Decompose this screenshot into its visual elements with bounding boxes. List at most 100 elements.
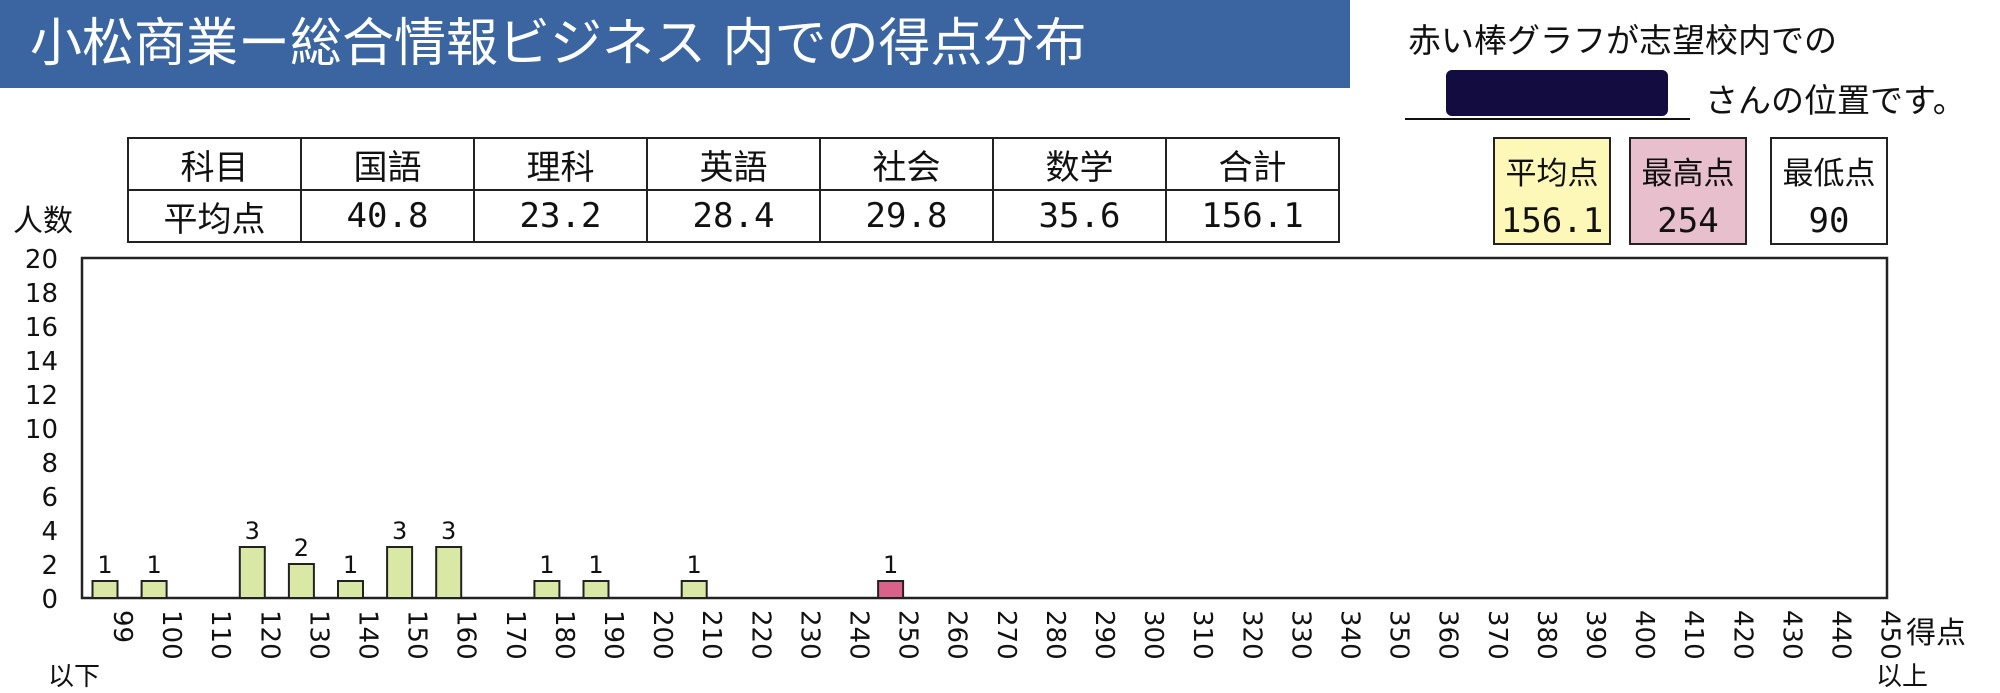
max-score-box: 最高点 254 xyxy=(1629,137,1747,245)
table-header-cell: 理科 xyxy=(473,137,648,191)
x-tick-label: 300 xyxy=(1138,610,1168,660)
bar-value-label: 1 xyxy=(539,551,554,579)
x-tick-label: 250 xyxy=(893,610,923,660)
x-tick-label: 430 xyxy=(1776,610,1806,660)
subject-average-table: 科目 国語 理科 英語 社会 数学 合計 平均点 40.8 23.2 28.4 … xyxy=(127,137,1340,243)
x-min-note: 以下 xyxy=(48,662,101,692)
page-title: 小松商業ー総合情報ビジネス 内での得点分布 xyxy=(0,0,1350,88)
y-axis-label: 人数 xyxy=(13,204,73,239)
x-tick-label: 200 xyxy=(647,610,677,660)
bar-value-label: 1 xyxy=(146,551,161,579)
x-tick-label: 260 xyxy=(942,610,972,660)
table-cell: 40.8 xyxy=(300,189,475,243)
bar-value-label: 1 xyxy=(97,551,112,579)
x-tick-label: 350 xyxy=(1384,610,1414,660)
table-cell: 35.6 xyxy=(992,189,1167,243)
x-tick-label: 360 xyxy=(1433,610,1463,660)
min-score-box: 最低点 90 xyxy=(1770,137,1888,245)
bar-value-label: 1 xyxy=(687,551,702,579)
x-tick-label: 220 xyxy=(745,610,775,660)
y-tick-label: 14 xyxy=(25,347,58,377)
bar xyxy=(238,546,266,599)
bar-value-label: 2 xyxy=(294,534,309,562)
bar-value-label: 1 xyxy=(588,551,603,579)
average-score-value: 156.1 xyxy=(1500,201,1604,241)
x-tick-label: 380 xyxy=(1531,610,1561,660)
x-tick-label: 340 xyxy=(1335,610,1365,660)
x-max-note: 以上 xyxy=(1876,662,1929,692)
x-tick-label: 99 xyxy=(107,610,137,643)
max-score-label: 最高点 xyxy=(1641,156,1735,192)
bar xyxy=(140,580,168,599)
x-tick-label: 170 xyxy=(500,610,530,660)
bar xyxy=(582,580,610,599)
x-tick-label: 420 xyxy=(1727,610,1757,660)
bar xyxy=(91,580,119,599)
x-tick-label: 400 xyxy=(1629,610,1659,660)
x-tick-label: 330 xyxy=(1285,610,1315,660)
x-tick-label: 290 xyxy=(1089,610,1119,660)
bar-value-label: 1 xyxy=(883,551,898,579)
bar xyxy=(435,546,463,599)
x-tick-label: 140 xyxy=(353,610,383,660)
y-tick-label: 8 xyxy=(41,449,58,479)
y-tick-label: 16 xyxy=(25,313,58,343)
x-tick-label: 370 xyxy=(1482,610,1512,660)
x-tick-label: 160 xyxy=(451,610,481,660)
bars xyxy=(91,546,905,599)
table-row: 平均点 40.8 23.2 28.4 29.8 35.6 156.1 xyxy=(127,189,1340,243)
bar xyxy=(287,563,315,599)
x-tick-label: 270 xyxy=(991,610,1021,660)
table-cell: 23.2 xyxy=(473,189,648,243)
table-header-cell: 科目 xyxy=(127,137,302,191)
x-tick-label: 190 xyxy=(598,610,628,660)
x-tick-label: 320 xyxy=(1236,610,1266,660)
min-score-value: 90 xyxy=(1808,201,1850,241)
plot-area-frame xyxy=(80,256,1889,600)
bar xyxy=(386,546,414,599)
y-tick-label: 18 xyxy=(25,279,58,309)
y-tick-label: 4 xyxy=(41,517,58,547)
table-header-cell: 英語 xyxy=(646,137,821,191)
x-tick-label: 110 xyxy=(205,610,235,660)
table-header-cell: 国語 xyxy=(300,137,475,191)
x-tick-labels: 99 100 110 120 130 140 150 160 170 180 190 200 210 22… xyxy=(107,610,1905,660)
name-underline xyxy=(1405,118,1690,120)
table-header-cell: 数学 xyxy=(992,137,1167,191)
y-tick-label: 20 xyxy=(25,245,58,275)
bar-value-label: 3 xyxy=(245,517,260,545)
x-tick-label: 230 xyxy=(794,610,824,660)
average-score-label: 平均点 xyxy=(1505,156,1599,192)
x-tick-label: 130 xyxy=(303,610,333,660)
table-cell: 29.8 xyxy=(819,189,994,243)
x-tick-label: 450 xyxy=(1875,610,1905,660)
x-tick-label: 120 xyxy=(254,610,284,660)
bar xyxy=(680,580,708,599)
x-tick-label: 210 xyxy=(696,610,726,660)
y-tick-label: 12 xyxy=(25,381,58,411)
min-score-label: 最低点 xyxy=(1782,156,1876,192)
bar-value-labels: 1 1 3 2 1 3 3 1 1 1 1 xyxy=(97,517,898,579)
x-tick-label: 440 xyxy=(1826,610,1856,660)
x-tick-label: 390 xyxy=(1580,610,1610,660)
x-tick-label: 150 xyxy=(402,610,432,660)
average-score-box: 平均点 156.1 xyxy=(1493,137,1611,245)
y-tick-label: 10 xyxy=(25,415,58,445)
table-header-cell: 合計 xyxy=(1165,137,1340,191)
table-cell: 156.1 xyxy=(1165,189,1340,243)
x-tick-label: 310 xyxy=(1187,610,1217,660)
x-axis-label: 得点 xyxy=(1906,616,1966,651)
bar xyxy=(877,580,905,599)
table-row-label: 平均点 xyxy=(127,189,302,243)
table-header-row: 科目 国語 理科 英語 社会 数学 合計 xyxy=(127,137,1340,191)
bar-value-label: 3 xyxy=(441,517,456,545)
note-line2: さんの位置です。 xyxy=(1705,81,1966,120)
y-tick-label: 0 xyxy=(41,585,58,615)
bar-value-label: 3 xyxy=(392,517,407,545)
y-tick-label: 6 xyxy=(41,483,58,513)
x-tick-label: 280 xyxy=(1040,610,1070,660)
x-tick-label: 100 xyxy=(156,610,186,660)
x-tick-label: 180 xyxy=(549,610,579,660)
bar-value-label: 1 xyxy=(343,551,358,579)
